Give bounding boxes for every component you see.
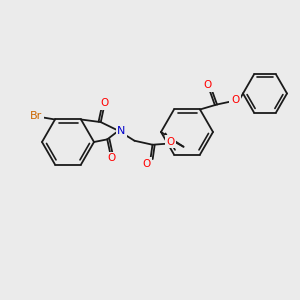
Text: O: O: [167, 137, 175, 147]
Text: O: O: [204, 80, 212, 91]
Text: O: O: [231, 95, 239, 106]
Text: O: O: [142, 159, 151, 169]
Text: O: O: [100, 98, 109, 108]
Text: Br: Br: [30, 112, 42, 122]
Text: N: N: [117, 126, 126, 136]
Text: O: O: [107, 153, 116, 164]
